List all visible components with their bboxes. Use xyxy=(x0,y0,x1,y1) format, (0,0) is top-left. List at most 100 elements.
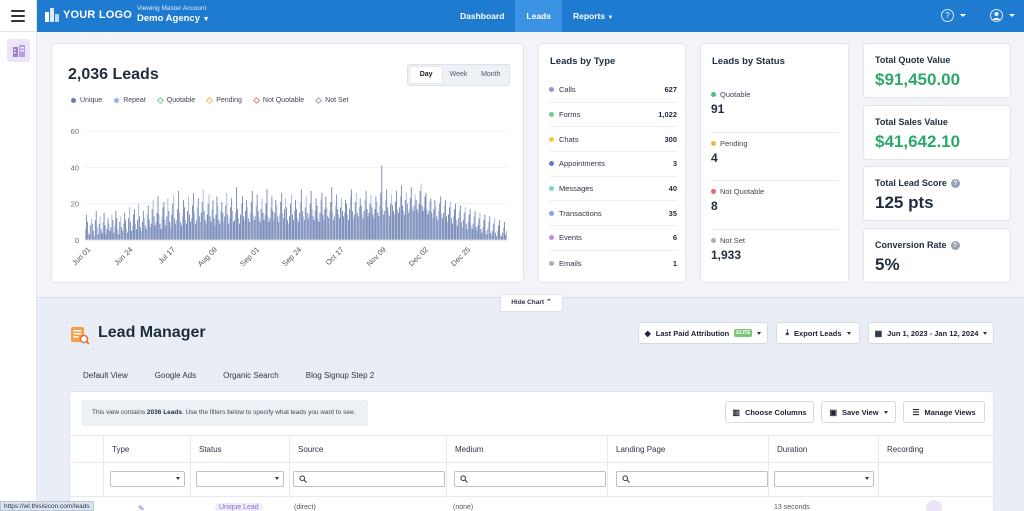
bar[interactable] xyxy=(327,216,329,240)
bar[interactable] xyxy=(279,214,281,240)
bar[interactable] xyxy=(360,205,362,240)
column-source[interactable]: Source xyxy=(289,436,446,463)
bar[interactable] xyxy=(490,232,492,240)
bar[interactable] xyxy=(368,212,370,240)
date-range-picker[interactable]: ▦ Jun 1, 2023 - Jan 12, 2024 xyxy=(868,322,994,344)
bar[interactable] xyxy=(453,216,454,240)
bar[interactable] xyxy=(452,223,453,240)
nav-reports[interactable]: Reports ▼ xyxy=(572,11,614,21)
bar[interactable] xyxy=(162,207,164,240)
bar[interactable] xyxy=(267,216,269,240)
bar[interactable] xyxy=(390,203,392,240)
bar[interactable] xyxy=(499,220,500,240)
bar[interactable] xyxy=(447,221,448,240)
bar[interactable] xyxy=(124,212,126,240)
bar[interactable] xyxy=(414,194,416,240)
bar[interactable] xyxy=(318,221,320,240)
bar[interactable] xyxy=(369,203,371,240)
bar[interactable] xyxy=(438,210,440,240)
bar[interactable] xyxy=(478,218,480,240)
bar[interactable] xyxy=(122,230,124,240)
bar[interactable] xyxy=(244,210,246,240)
bar[interactable] xyxy=(234,220,235,240)
bar[interactable] xyxy=(297,221,299,240)
bar[interactable] xyxy=(480,229,482,240)
column-type[interactable]: Type xyxy=(103,436,190,463)
bar[interactable] xyxy=(163,201,165,240)
bar[interactable] xyxy=(299,201,301,240)
bar[interactable] xyxy=(366,209,368,240)
bar[interactable] xyxy=(381,165,383,240)
bar[interactable] xyxy=(364,200,366,240)
bar[interactable] xyxy=(239,223,240,240)
save-view-button[interactable]: ▣ Save View xyxy=(821,401,896,423)
bar[interactable] xyxy=(179,212,181,240)
bar[interactable] xyxy=(118,234,120,240)
bar[interactable] xyxy=(191,205,193,240)
bar[interactable] xyxy=(494,218,496,240)
bar[interactable] xyxy=(504,221,505,240)
bar[interactable] xyxy=(144,225,146,240)
landing-page-filter-input[interactable] xyxy=(616,471,768,487)
bar[interactable] xyxy=(150,223,152,240)
bar[interactable] xyxy=(189,214,190,240)
status-item-not-set[interactable]: Not Set 1,933 xyxy=(711,230,839,279)
bar[interactable] xyxy=(461,227,463,240)
bar[interactable] xyxy=(394,214,395,240)
bar[interactable] xyxy=(273,220,275,240)
bar[interactable] xyxy=(235,212,236,240)
column-duration[interactable]: Duration xyxy=(768,436,878,463)
bar[interactable] xyxy=(252,214,254,240)
bar[interactable] xyxy=(385,200,387,240)
user-chevron-down-icon[interactable] xyxy=(1009,14,1015,17)
bar[interactable] xyxy=(184,207,185,240)
bar[interactable] xyxy=(473,216,475,240)
bar[interactable] xyxy=(119,221,121,240)
bar[interactable] xyxy=(347,214,348,240)
bar[interactable] xyxy=(276,205,278,240)
bar[interactable] xyxy=(353,214,355,240)
logo[interactable]: YOUR LOGO xyxy=(45,8,132,22)
bar[interactable] xyxy=(197,198,199,240)
bar[interactable] xyxy=(171,214,173,240)
bar[interactable] xyxy=(355,192,357,240)
bar[interactable] xyxy=(138,203,139,240)
bar[interactable] xyxy=(195,220,197,240)
bar[interactable] xyxy=(292,214,293,240)
bar[interactable] xyxy=(114,225,116,240)
bar[interactable] xyxy=(91,223,93,240)
bar[interactable] xyxy=(148,220,150,240)
bar[interactable] xyxy=(142,210,144,240)
bar[interactable] xyxy=(450,201,451,240)
bar[interactable] xyxy=(475,227,477,240)
bar[interactable] xyxy=(479,212,481,240)
bar[interactable] xyxy=(439,203,441,240)
bar[interactable] xyxy=(506,230,507,240)
bar[interactable] xyxy=(412,210,414,240)
bar[interactable] xyxy=(323,220,325,240)
bar[interactable] xyxy=(109,230,111,240)
bar[interactable] xyxy=(199,221,201,240)
bar[interactable] xyxy=(338,214,340,240)
bar[interactable] xyxy=(103,212,105,240)
bar[interactable] xyxy=(192,192,194,240)
bar[interactable] xyxy=(443,212,445,240)
bar[interactable] xyxy=(134,209,135,240)
bar[interactable] xyxy=(98,223,100,240)
bar[interactable] xyxy=(336,194,338,240)
bar[interactable] xyxy=(342,210,343,240)
bar[interactable] xyxy=(497,230,499,240)
bar[interactable] xyxy=(417,212,419,240)
bar[interactable] xyxy=(487,229,489,240)
type-filter-select[interactable] xyxy=(110,471,185,487)
bar[interactable] xyxy=(469,209,471,240)
bar[interactable] xyxy=(303,220,305,240)
bar[interactable] xyxy=(257,210,259,240)
bar[interactable] xyxy=(442,218,444,240)
bar[interactable] xyxy=(101,232,103,240)
bar[interactable] xyxy=(446,216,447,240)
bar[interactable] xyxy=(349,209,350,240)
bar[interactable] xyxy=(180,221,182,240)
bar[interactable] xyxy=(284,209,286,240)
bar[interactable] xyxy=(87,232,89,240)
